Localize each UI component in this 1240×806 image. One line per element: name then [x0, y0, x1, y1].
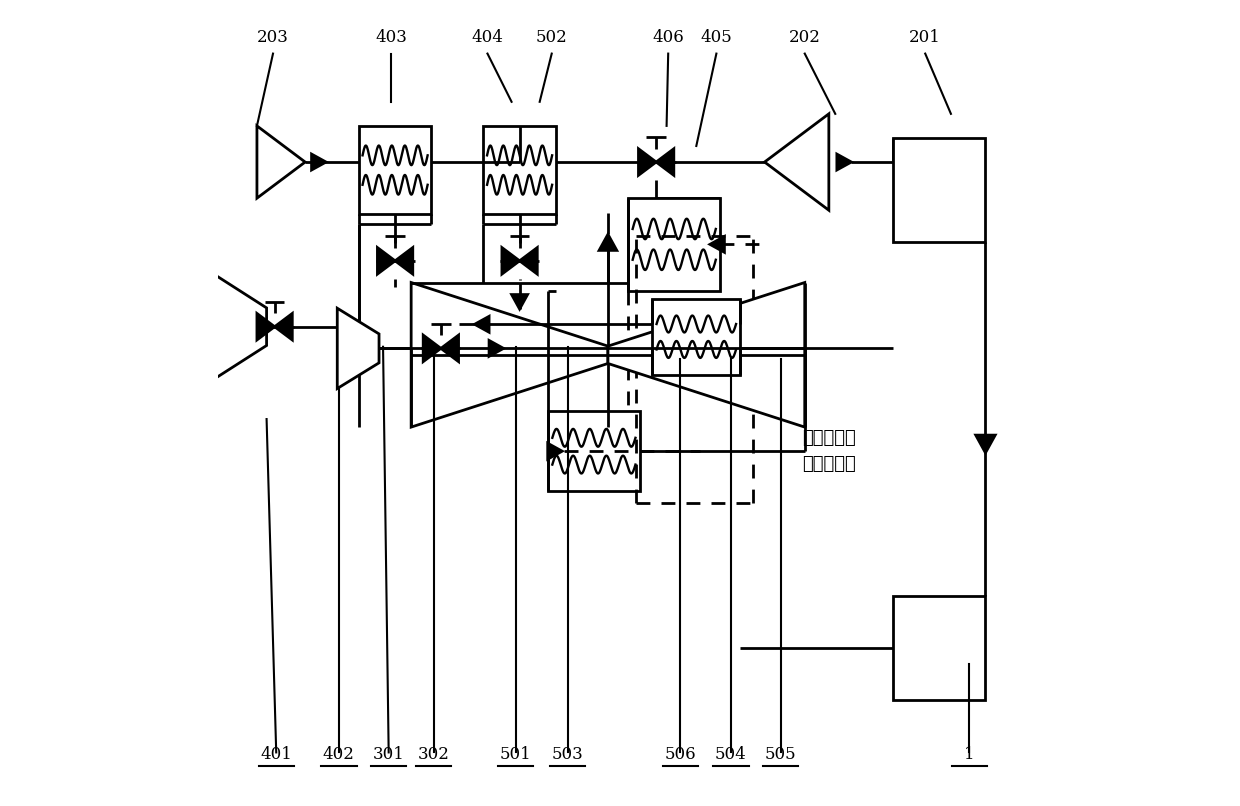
Polygon shape [608, 283, 805, 427]
Polygon shape [502, 247, 520, 274]
Polygon shape [711, 236, 724, 252]
Text: 1: 1 [963, 746, 975, 762]
Text: 404: 404 [471, 28, 503, 46]
Polygon shape [423, 335, 441, 362]
Polygon shape [377, 247, 396, 274]
Polygon shape [489, 340, 503, 356]
Polygon shape [441, 335, 459, 362]
Text: 203: 203 [257, 28, 289, 46]
Text: 302: 302 [418, 746, 450, 762]
Text: 机载设备所
产生的热量: 机载设备所 产生的热量 [802, 429, 856, 473]
Polygon shape [257, 126, 305, 198]
Polygon shape [599, 235, 616, 251]
Bar [627, 198, 720, 290]
Polygon shape [512, 294, 527, 309]
Polygon shape [520, 247, 537, 274]
Polygon shape [548, 443, 562, 459]
Polygon shape [837, 154, 852, 170]
Bar [893, 138, 986, 243]
Polygon shape [639, 149, 656, 175]
Polygon shape [656, 149, 673, 175]
Bar [358, 126, 432, 214]
Polygon shape [976, 435, 996, 453]
Polygon shape [475, 316, 489, 332]
Text: 202: 202 [789, 28, 821, 46]
Text: 502: 502 [536, 28, 568, 46]
Text: 401: 401 [260, 746, 293, 762]
Text: 505: 505 [765, 746, 796, 762]
Text: 405: 405 [701, 28, 733, 46]
Bar [548, 411, 640, 492]
Polygon shape [215, 275, 267, 379]
Text: 501: 501 [500, 746, 532, 762]
Text: 201: 201 [909, 28, 941, 46]
Text: 403: 403 [376, 28, 407, 46]
Polygon shape [274, 314, 293, 340]
Text: 301: 301 [373, 746, 404, 762]
Text: 406: 406 [652, 28, 684, 46]
Polygon shape [257, 314, 274, 340]
Polygon shape [337, 308, 379, 388]
Text: 504: 504 [715, 746, 746, 762]
Polygon shape [765, 114, 828, 210]
Bar [484, 126, 556, 214]
Polygon shape [396, 247, 413, 274]
Polygon shape [311, 154, 326, 170]
Text: 402: 402 [322, 746, 355, 762]
Bar [893, 596, 986, 700]
Bar [652, 298, 740, 375]
Polygon shape [412, 283, 608, 427]
Text: 503: 503 [552, 746, 584, 762]
Text: 506: 506 [665, 746, 696, 762]
